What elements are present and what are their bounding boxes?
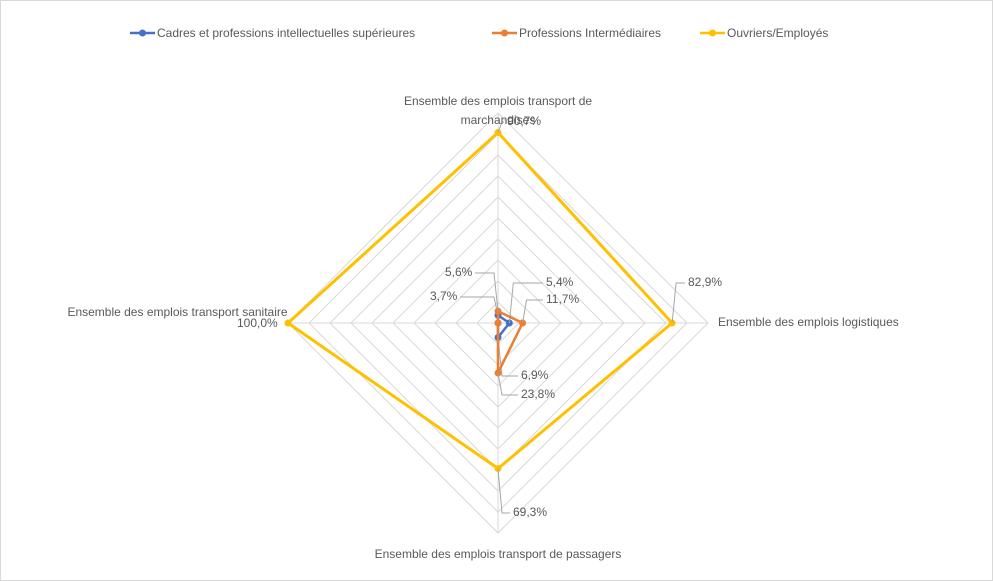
data-label: 100,0% (237, 316, 278, 330)
leader-line (497, 372, 518, 396)
data-label: 90,7% (507, 114, 541, 128)
leader-line (497, 337, 518, 377)
legend-label: Ouvriers/Employés (727, 26, 828, 40)
leader-line (497, 121, 504, 133)
data-label: 6,9% (521, 368, 549, 382)
category-label: Ensemble des emplois logistiques (718, 315, 899, 329)
series-line (285, 130, 675, 471)
leader-line (671, 282, 685, 324)
data-label: 23,8% (521, 387, 555, 401)
legend-label: Professions Intermédiaires (519, 26, 661, 40)
legend-marker (139, 29, 146, 37)
data-label: 3,7% (430, 289, 458, 303)
data-label: 11,7% (546, 292, 579, 306)
category-label: Ensemble des emplois transport de marcha… (403, 94, 593, 127)
data-label: 82,9% (688, 275, 722, 289)
point (284, 319, 292, 327)
category-label: Ensemble des emplois transport de passag… (374, 547, 622, 561)
category-label: Ensemble des emplois transport sanitaire (67, 305, 288, 319)
legend-marker (501, 29, 508, 37)
data-label: 5,6% (445, 265, 473, 279)
leader-line (497, 468, 510, 514)
legend-label: Cadres et professions intellectuelles su… (157, 26, 415, 40)
data-label: 69,3% (513, 505, 547, 519)
point (494, 319, 502, 327)
leader-line (522, 299, 543, 324)
leader-line (508, 282, 543, 324)
legend-marker (709, 29, 716, 37)
leader-line (475, 272, 499, 312)
point (505, 319, 513, 327)
data-label: 5,4% (546, 275, 574, 289)
